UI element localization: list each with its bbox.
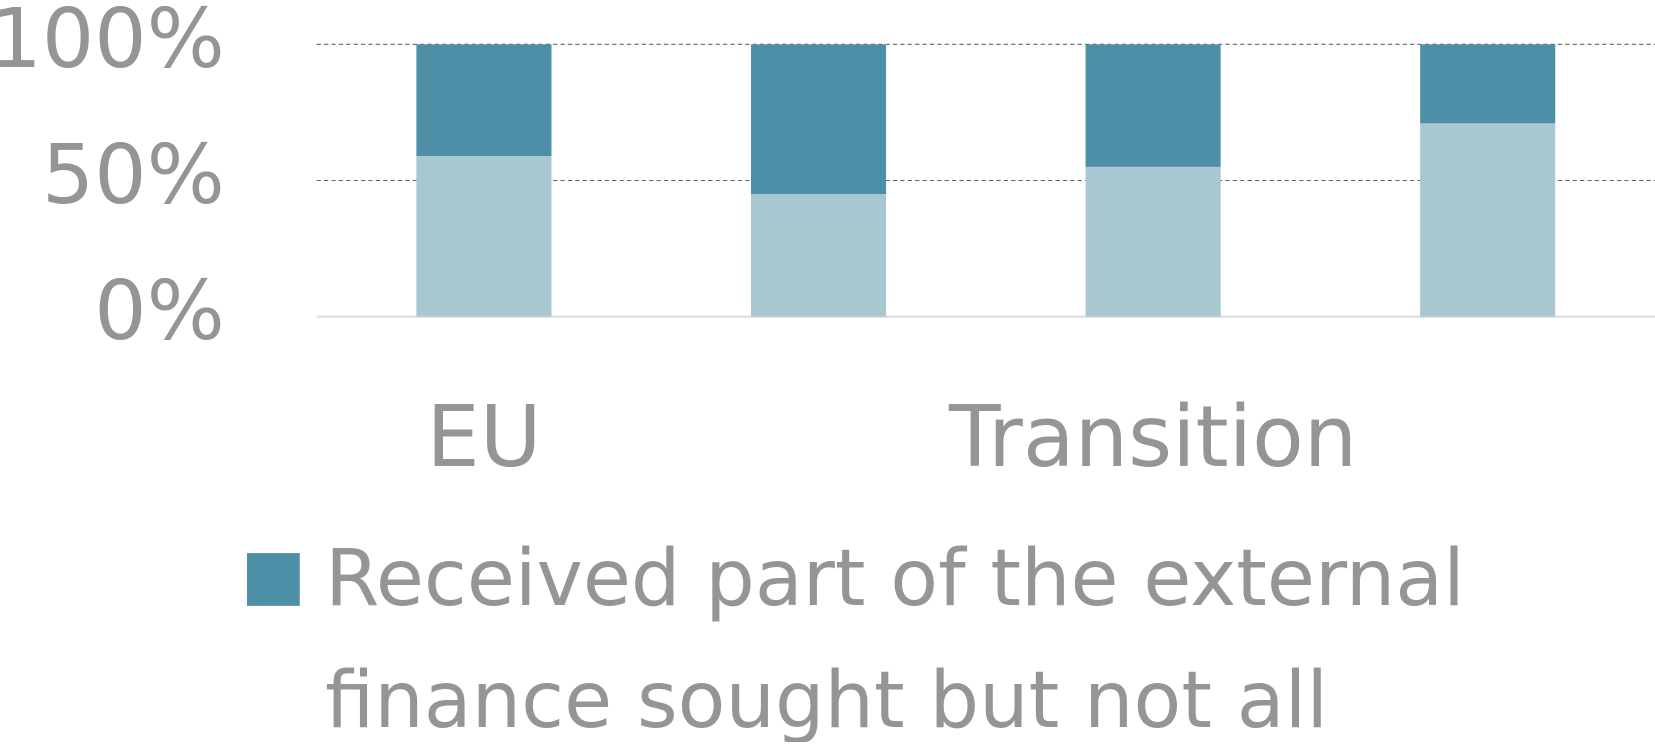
y-tick-label: 50% xyxy=(42,128,225,223)
x-tick-label: Transition xyxy=(948,388,1357,486)
bar-segment xyxy=(1085,166,1221,317)
bar-segment xyxy=(750,194,887,317)
legend-label: Received part of the external finance so… xyxy=(325,533,1465,746)
bar-segment xyxy=(1420,123,1556,317)
y-tick-label: 0% xyxy=(94,264,225,359)
x-tick-label: EU xyxy=(426,388,541,486)
legend-swatch xyxy=(246,553,300,606)
bar-segment xyxy=(1420,44,1556,124)
legend-label-box: Received part of the external finance so… xyxy=(325,533,1465,746)
y-tick-label: 100% xyxy=(0,0,225,87)
bar-segment xyxy=(750,44,887,195)
bar-segment xyxy=(416,44,552,156)
bar-segment xyxy=(416,155,552,317)
bar-segment xyxy=(1085,44,1221,167)
